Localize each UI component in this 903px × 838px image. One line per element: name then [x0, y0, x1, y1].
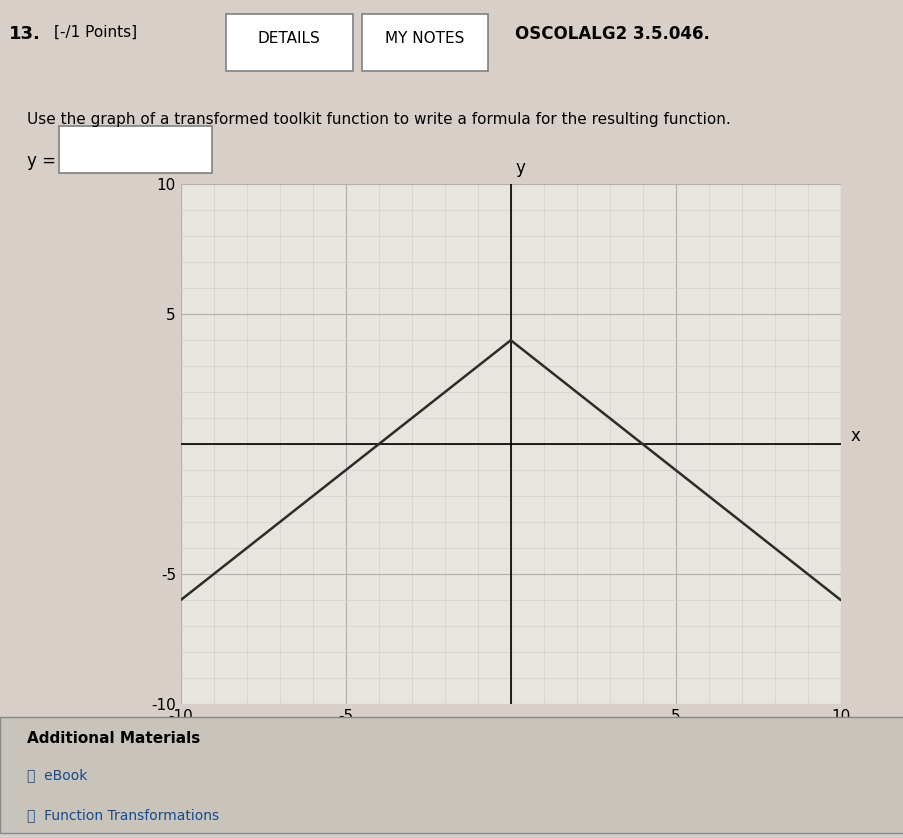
FancyBboxPatch shape: [226, 14, 352, 71]
Text: y: y: [515, 158, 525, 177]
Text: x: x: [850, 427, 860, 445]
FancyBboxPatch shape: [59, 127, 212, 173]
Text: Additional Materials: Additional Materials: [27, 731, 200, 746]
Text: ⧈  Function Transformations: ⧈ Function Transformations: [27, 809, 219, 822]
Text: y =: y =: [27, 152, 56, 170]
Text: MY NOTES: MY NOTES: [385, 31, 464, 46]
Text: Use the graph of a transformed toolkit function to write a formula for the resul: Use the graph of a transformed toolkit f…: [27, 112, 730, 127]
Text: OSCOLALG2 3.5.046.: OSCOLALG2 3.5.046.: [515, 25, 710, 43]
FancyBboxPatch shape: [0, 717, 903, 833]
FancyBboxPatch shape: [361, 14, 488, 71]
Text: DETAILS: DETAILS: [257, 31, 321, 46]
Text: 13.: 13.: [9, 25, 41, 43]
Text: [-/1 Points]: [-/1 Points]: [54, 25, 137, 40]
Text: ⧈  eBook: ⧈ eBook: [27, 768, 88, 782]
